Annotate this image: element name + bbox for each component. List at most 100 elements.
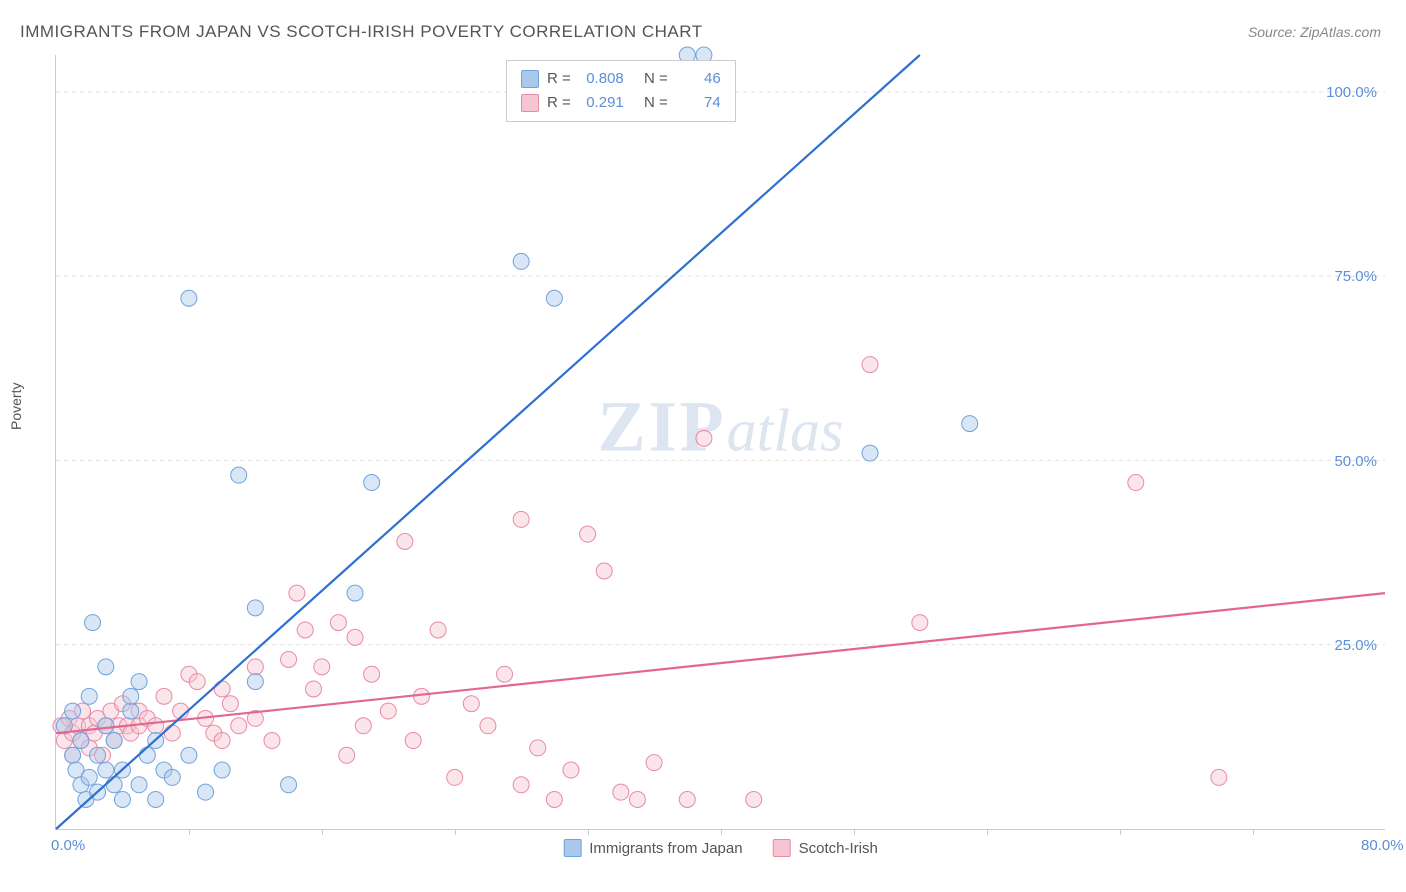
data-point — [131, 674, 147, 690]
data-point — [164, 725, 180, 741]
data-point — [214, 762, 230, 778]
data-point — [679, 792, 695, 808]
data-point — [123, 688, 139, 704]
data-point — [1128, 475, 1144, 491]
n-label: N = — [644, 67, 668, 91]
data-point — [330, 615, 346, 631]
data-point — [114, 792, 130, 808]
data-point — [189, 674, 205, 690]
data-point — [264, 733, 280, 749]
legend-label-series1: Immigrants from Japan — [589, 840, 742, 857]
data-point — [247, 674, 263, 690]
data-point — [596, 563, 612, 579]
data-point — [430, 622, 446, 638]
y-axis-label: Poverty — [8, 383, 24, 430]
data-point — [214, 733, 230, 749]
n-value-series1: 46 — [676, 67, 721, 91]
y-tick-label: 25.0% — [1334, 637, 1377, 654]
data-point — [297, 622, 313, 638]
data-point — [281, 651, 297, 667]
swatch-series2 — [773, 839, 791, 857]
data-point — [347, 585, 363, 601]
data-point — [305, 681, 321, 697]
y-tick-label: 50.0% — [1334, 453, 1377, 470]
data-point — [81, 688, 97, 704]
regression-line — [56, 55, 920, 829]
data-point — [862, 357, 878, 373]
data-point — [81, 769, 97, 785]
data-point — [98, 659, 114, 675]
data-point — [355, 718, 371, 734]
data-point — [181, 747, 197, 763]
data-point — [214, 681, 230, 697]
data-point — [580, 526, 596, 542]
x-tick-mark — [455, 829, 456, 835]
data-point — [90, 747, 106, 763]
swatch-series1 — [563, 839, 581, 857]
data-point — [281, 777, 297, 793]
r-value-series1: 0.808 — [579, 67, 624, 91]
stats-row-series1: R = 0.808 N = 46 — [521, 67, 721, 91]
data-point — [447, 769, 463, 785]
data-point — [65, 747, 81, 763]
data-point — [463, 696, 479, 712]
data-point — [862, 445, 878, 461]
data-point — [139, 747, 155, 763]
n-label: N = — [644, 91, 668, 115]
data-point — [912, 615, 928, 631]
x-tick-mark — [322, 829, 323, 835]
data-point — [73, 733, 89, 749]
data-point — [347, 629, 363, 645]
plot-area: ZIPatlas R = 0.808 N = 46 R = 0.291 N = … — [55, 55, 1385, 830]
data-point — [962, 416, 978, 432]
data-point — [696, 430, 712, 446]
data-point — [222, 696, 238, 712]
correlation-stats-legend: R = 0.808 N = 46 R = 0.291 N = 74 — [506, 60, 736, 122]
data-point — [247, 659, 263, 675]
data-point — [181, 290, 197, 306]
data-point — [405, 733, 421, 749]
legend-item-series1: Immigrants from Japan — [563, 839, 742, 857]
data-point — [513, 511, 529, 527]
data-point — [131, 777, 147, 793]
n-value-series2: 74 — [676, 91, 721, 115]
data-point — [1211, 769, 1227, 785]
data-point — [546, 792, 562, 808]
data-point — [530, 740, 546, 756]
x-tick-mark — [588, 829, 589, 835]
y-tick-label: 100.0% — [1326, 84, 1377, 101]
data-point — [98, 762, 114, 778]
x-tick-mark — [1253, 829, 1254, 835]
data-point — [231, 718, 247, 734]
data-point — [98, 718, 114, 734]
data-point — [480, 718, 496, 734]
r-label: R = — [547, 67, 571, 91]
data-point — [629, 792, 645, 808]
data-point — [247, 600, 263, 616]
data-point — [646, 755, 662, 771]
data-point — [613, 784, 629, 800]
legend-label-series2: Scotch-Irish — [799, 840, 878, 857]
data-point — [314, 659, 330, 675]
data-point — [148, 792, 164, 808]
data-point — [563, 762, 579, 778]
data-point — [513, 253, 529, 269]
r-label: R = — [547, 91, 571, 115]
data-point — [85, 615, 101, 631]
x-tick-label: 0.0% — [51, 837, 85, 854]
x-tick-mark — [987, 829, 988, 835]
data-point — [198, 784, 214, 800]
data-point — [497, 666, 513, 682]
chart-title: IMMIGRANTS FROM JAPAN VS SCOTCH-IRISH PO… — [20, 22, 703, 42]
chart-svg — [56, 55, 1385, 829]
data-point — [65, 703, 81, 719]
data-point — [164, 769, 180, 785]
x-tick-mark — [189, 829, 190, 835]
y-tick-label: 75.0% — [1334, 268, 1377, 285]
x-tick-mark — [854, 829, 855, 835]
data-point — [339, 747, 355, 763]
data-point — [106, 777, 122, 793]
x-tick-label: 80.0% — [1361, 837, 1404, 854]
data-point — [231, 467, 247, 483]
data-point — [364, 475, 380, 491]
